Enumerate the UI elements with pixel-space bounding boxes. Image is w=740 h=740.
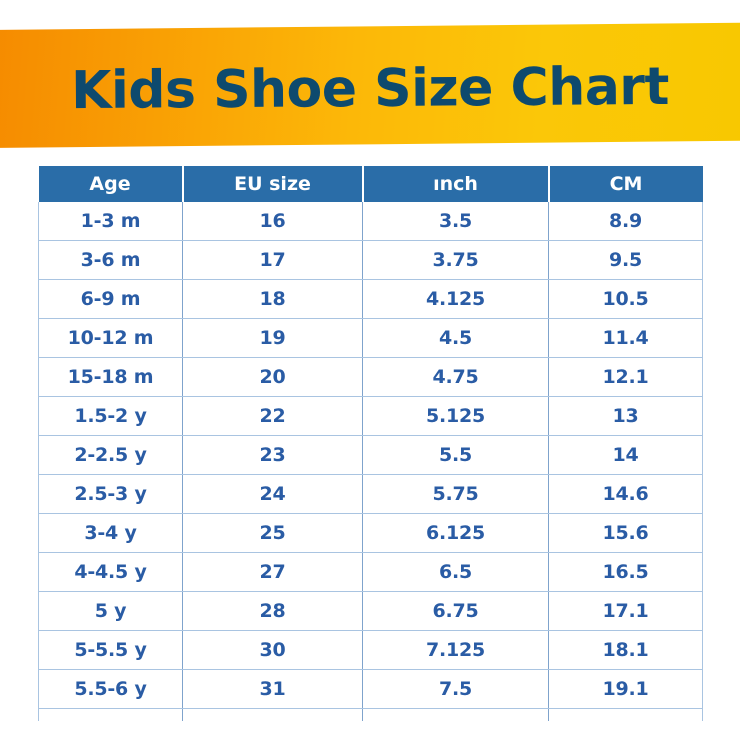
table-cell: 15-18 m (38, 357, 183, 397)
table-cell (182, 708, 363, 721)
page-title: Kids Shoe Size Chart (70, 56, 670, 122)
table-body: 1-3 m 16 3.5 8.9 3-6 m 17 3.75 9.5 6-9 m 18 4.125 1… (38, 202, 703, 721)
table-cell: 10.5 (548, 279, 703, 319)
table-cell: 8.9 (548, 202, 703, 241)
title-banner: Kids Shoe Size Chart (0, 0, 740, 160)
table-cell: 27 (182, 552, 363, 592)
table-cell (548, 708, 703, 721)
table-cell: 11.4 (548, 318, 703, 358)
table-cell: 5 y (38, 591, 183, 631)
table-row: 5 y 28 6.75 17.1 (38, 591, 703, 631)
table-row: 4-4.5 y 27 6.5 16.5 (38, 552, 703, 592)
table-cell: 19.1 (548, 669, 703, 709)
table-cell: 3-6 m (38, 240, 183, 280)
table-cell: 2.5-3 y (38, 474, 183, 514)
table-cell: 6.125 (362, 513, 549, 553)
table-cell: 15.6 (548, 513, 703, 553)
table-cell: 18.1 (548, 630, 703, 670)
table-cell: 16.5 (548, 552, 703, 592)
table-row: 2-2.5 y 23 5.5 14 (38, 435, 703, 475)
table-row: 10-12 m 19 4.5 11.4 (38, 318, 703, 358)
column-header-cm: CM (548, 166, 703, 202)
table-cell: 17.1 (548, 591, 703, 631)
table-cell: 12.1 (548, 357, 703, 397)
table-cell: 20 (182, 357, 363, 397)
table-cell: 7.125 (362, 630, 549, 670)
column-header-eu: EU size (182, 166, 364, 202)
table-cell: 5.75 (362, 474, 549, 514)
table-cell: 9.5 (548, 240, 703, 280)
table-cell: 19 (182, 318, 363, 358)
table-cell: 30 (182, 630, 363, 670)
table-cell (362, 708, 549, 721)
table-cell: 13 (548, 396, 703, 436)
table-cell: 1.5-2 y (38, 396, 183, 436)
table-cell: 6.75 (362, 591, 549, 631)
table-cell: 6.5 (362, 552, 549, 592)
table-row: 3-6 m 17 3.75 9.5 (38, 240, 703, 280)
column-header-age: Age (38, 166, 184, 202)
table-row: 3-4 y 25 6.125 15.6 (38, 513, 703, 553)
table-cell: 18 (182, 279, 363, 319)
table-cell: 31 (182, 669, 363, 709)
table-row: 6-9 m 18 4.125 10.5 (38, 279, 703, 319)
table-cell: 5.125 (362, 396, 549, 436)
table-cell: 28 (182, 591, 363, 631)
table-row: 2.5-3 y 24 5.75 14.6 (38, 474, 703, 514)
table-cell: 5-5.5 y (38, 630, 183, 670)
table-cell: 17 (182, 240, 363, 280)
table-cell: 4.75 (362, 357, 549, 397)
table-row: 1.5-2 y 22 5.125 13 (38, 396, 703, 436)
table-cell: 25 (182, 513, 363, 553)
table-cell: 6-9 m (38, 279, 183, 319)
table-cell: 16 (182, 202, 363, 241)
table-cell: 23 (182, 435, 363, 475)
table-row-clipped (38, 708, 703, 721)
table-cell: 14 (548, 435, 703, 475)
table-cell: 22 (182, 396, 363, 436)
table-cell: 5.5 (362, 435, 549, 475)
table-cell: 3.75 (362, 240, 549, 280)
column-header-inch: ınch (362, 166, 550, 202)
table-cell: 1-3 m (38, 202, 183, 241)
shoe-size-table: Age EU size ınch CM 1-3 m 16 3.5 8.9 3-6 m 17… (38, 166, 703, 721)
header-row: Age EU size ınch CM (38, 166, 703, 202)
table-cell: 4-4.5 y (38, 552, 183, 592)
table-row: 5-5.5 y 30 7.125 18.1 (38, 630, 703, 670)
table-cell: 4.5 (362, 318, 549, 358)
table-row: 5.5-6 y 31 7.5 19.1 (38, 669, 703, 709)
table-row: 15-18 m 20 4.75 12.1 (38, 357, 703, 397)
table-row: 1-3 m 16 3.5 8.9 (38, 202, 703, 241)
table-cell: 2-2.5 y (38, 435, 183, 475)
table-cell: 24 (182, 474, 363, 514)
table-cell (38, 708, 183, 721)
table-cell: 3-4 y (38, 513, 183, 553)
table-cell: 14.6 (548, 474, 703, 514)
table-cell: 3.5 (362, 202, 549, 241)
table-cell: 7.5 (362, 669, 549, 709)
table-cell: 5.5-6 y (38, 669, 183, 709)
table-header: Age EU size ınch CM (38, 166, 703, 202)
table-cell: 4.125 (362, 279, 549, 319)
table-cell: 10-12 m (38, 318, 183, 358)
